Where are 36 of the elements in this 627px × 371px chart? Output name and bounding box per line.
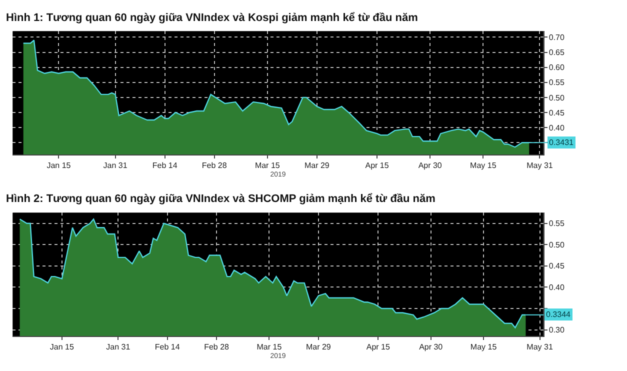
x-tick-label: Apr 15 (366, 342, 390, 352)
chart-title: Hình 1: Tương quan 60 ngày giữa VNIndex và Kospi giảm mạnh kể từ đầu năm (6, 12, 418, 24)
x-tick-label: May 31 (526, 161, 554, 170)
y-tick-label: 0.55 (548, 219, 565, 228)
y-tick-label: 0.40 (548, 123, 565, 132)
x-tick-label: Jan 31 (103, 161, 128, 170)
x-tick-label: May 31 (526, 342, 554, 352)
annotation: 0.3344 (546, 310, 572, 319)
x-tick-label: Feb 28 (204, 342, 230, 352)
y-tick-label: 0.40 (548, 283, 565, 292)
x-tick-label: May 15 (470, 161, 497, 170)
x-tick-label: Feb 14 (152, 161, 178, 170)
x-tick-label: Mar 15 (256, 342, 282, 352)
y-tick-label: 0.45 (548, 262, 565, 271)
x-tick-label: Jan 31 (106, 342, 131, 352)
x-tick-label: Jan 15 (46, 161, 72, 170)
y-tick-label: 0.50 (548, 240, 565, 250)
x-tick-label: Apr 30 (419, 342, 444, 352)
x-tick-label: Jan 15 (50, 342, 74, 352)
chart-title: Hình 2: Tương quan 60 ngày giữa VNIndex và SHCOMP giảm mạnh kể từ đầu năm (6, 193, 436, 205)
x-tick-label: Mar 29 (306, 342, 332, 352)
x-tick-label: Mar 29 (304, 161, 330, 170)
y-tick-label: 0.60 (548, 63, 565, 72)
x-tick-label: Feb 28 (202, 161, 228, 170)
x-tick-label: Apr 30 (418, 161, 442, 170)
y-tick-label: 0.45 (548, 108, 565, 118)
x-tick-label: Feb 14 (154, 342, 180, 352)
annotation: 0.3431 (549, 138, 574, 147)
y-tick-label: 0.55 (548, 78, 565, 88)
x-tick-label: Apr 15 (365, 161, 390, 170)
y-tick-label: 0.65 (548, 48, 565, 58)
y-tick-label: 0.50 (548, 93, 565, 102)
x-tick-label: Mar 15 (254, 161, 280, 170)
y-tick-label: 0.70 (548, 33, 565, 42)
x-tick-label: May 15 (470, 342, 498, 352)
y-tick-label: 0.30 (548, 326, 565, 335)
